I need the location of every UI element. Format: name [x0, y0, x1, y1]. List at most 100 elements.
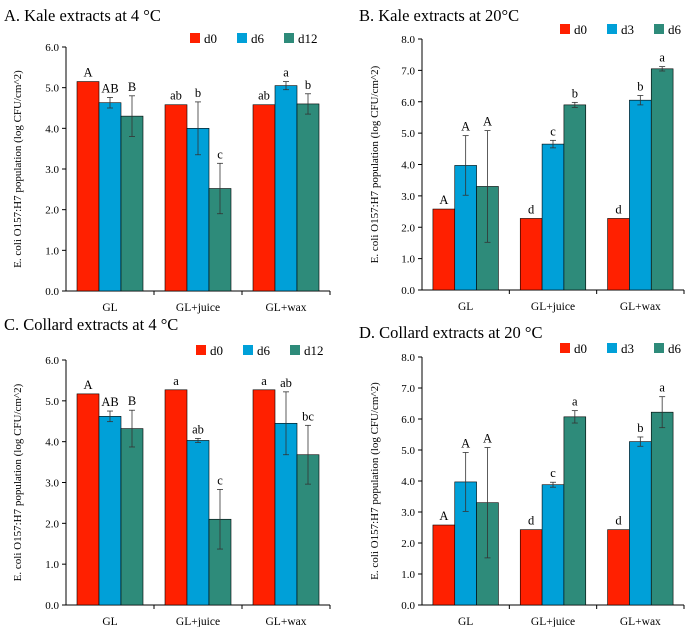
panel-b-y-tick-label: 5.0 — [401, 128, 415, 140]
panel-d-significance-label: A — [439, 509, 448, 523]
panel-b-y-tick-label: 7.0 — [401, 65, 415, 77]
panel-a-significance-label: b — [195, 86, 201, 100]
panel-a-significance-label: B — [128, 80, 136, 94]
panel-b-category-label: GL+wax — [620, 301, 661, 313]
panel-d-category-label: GL+juice — [531, 616, 575, 627]
plots-layer: E. coli O157:H7 population (log CFU/cm^2… — [12, 22, 685, 627]
panel-a-bar-d6 — [274, 85, 298, 292]
panel-b-y-tick-label: 1.0 — [401, 254, 415, 266]
panel-b-legend-label: d0 — [574, 22, 587, 37]
panel-d-y-axis-label: E. coli O157:H7 population (log CFU/cm^2… — [369, 382, 381, 580]
panel-b-bar-d0 — [607, 218, 630, 291]
panel-c-category-label: GL+juice — [176, 616, 220, 627]
panel-d-legend-label: d0 — [574, 341, 587, 356]
panel-d-title: D. Collard extracts at 20 °C — [359, 323, 542, 342]
panel-b-y-tick-label: 0.0 — [401, 285, 415, 297]
panel-c-bar-d0 — [76, 393, 100, 606]
panel-a-y-tick-label: 0.0 — [45, 286, 59, 298]
panel-b-y-tick-label: 2.0 — [401, 222, 415, 234]
panel-d-bar-d3 — [541, 484, 565, 606]
panel-c-bar-d6 — [98, 416, 122, 606]
panel-a-y-axis-label: E. coli O157:H7 population (log CFU/cm^2… — [12, 70, 24, 268]
panel-a-significance-label: a — [283, 66, 289, 80]
panel-d-y-tick-label: 2.0 — [401, 538, 415, 550]
panel-a-bar-d12 — [296, 103, 320, 292]
panel-b-bar-d0 — [519, 218, 543, 291]
panel-d-y-tick-label: 6.0 — [401, 414, 415, 426]
panel-c-legend-label: d12 — [304, 343, 324, 358]
panel-c-significance-label: c — [217, 473, 223, 487]
panel-a-legend-label: d6 — [251, 31, 265, 46]
panel-c-legend-label: d6 — [257, 343, 271, 358]
panel-a-y-tick-label: 6.0 — [45, 42, 59, 54]
panel-a-y-tick-label: 2.0 — [45, 205, 59, 217]
panel-c-significance-label: B — [128, 394, 136, 408]
panel-c-significance-label: a — [261, 374, 267, 388]
panel-d-significance-label: A — [483, 432, 492, 446]
panel-b-bar-d6 — [563, 104, 587, 291]
panel-c-y-tick-label: 5.0 — [45, 396, 59, 408]
panel-a-y-tick-label: 5.0 — [45, 83, 59, 95]
panel-d-significance-label: a — [659, 381, 665, 395]
panel-a-legend-swatch — [284, 33, 294, 43]
panel-b-significance-label: A — [483, 115, 492, 129]
panel-c-bar-d6 — [186, 440, 210, 606]
panel-b-significance-label: A — [439, 193, 448, 207]
panel-b-significance-label: a — [659, 51, 665, 65]
panel-d-legend-swatch — [560, 343, 570, 353]
panel-b-significance-label: b — [637, 79, 643, 93]
panel-d-bar-d0 — [432, 524, 456, 606]
panel-a-significance-label: b — [305, 78, 311, 92]
panel-b-bar-d0 — [432, 208, 456, 291]
panel-a-significance-label: ab — [170, 89, 182, 103]
panel-b-legend-swatch — [654, 24, 664, 34]
panel-d-y-tick-label: 1.0 — [401, 569, 415, 581]
panel-b-y-tick-label: 8.0 — [401, 34, 415, 46]
panel-d-significance-label: c — [550, 466, 556, 480]
panel-c-y-axis-label: E. coli O157:H7 population (log CFU/cm^2… — [12, 383, 24, 581]
panel-a-bar-d0 — [76, 81, 100, 292]
panel-d-bar-d3 — [629, 441, 652, 606]
panel-d-bar-d0 — [519, 529, 543, 606]
panel-a-bar-d6 — [98, 102, 122, 292]
panel-a-y-tick-label: 4.0 — [45, 123, 59, 135]
panel-d-legend-label: d6 — [668, 341, 682, 356]
panel-d-y-tick-label: 3.0 — [401, 507, 415, 519]
panel-a-significance-label: ab — [258, 89, 270, 103]
panel-b-y-axis-label: E. coli O157:H7 population (log CFU/cm^2… — [369, 65, 381, 263]
panel-d-bar-d6 — [650, 411, 674, 606]
panel-b-significance-label: d — [615, 202, 622, 216]
panel-b-bar-d6 — [650, 68, 674, 291]
panel-c-category-label: GL — [102, 616, 117, 627]
panel-d-category-label: GL — [458, 616, 473, 627]
panel-a-significance-label: c — [217, 147, 223, 161]
panel-b-category-label: GL — [458, 301, 473, 313]
panel-c-y-tick-label: 2.0 — [45, 518, 59, 530]
panel-b-y-tick-label: 6.0 — [401, 97, 415, 109]
panel-c-category-label: GL+wax — [266, 616, 307, 627]
panel-a-category-label: GL+wax — [266, 302, 307, 314]
panel-a-bar-d0 — [164, 104, 188, 292]
panel-a-bar-d12 — [120, 115, 144, 292]
panel-c-legend-swatch — [196, 345, 206, 355]
panel-d-y-tick-label: 8.0 — [401, 352, 415, 364]
panel-b-y-tick-label: 3.0 — [401, 191, 415, 203]
panel-d-category-label: GL+wax — [620, 616, 661, 627]
panel-b-significance-label: c — [550, 124, 556, 138]
panel-a-legend-label: d0 — [204, 31, 217, 46]
panel-c-y-tick-label: 1.0 — [45, 559, 59, 571]
panel-c-significance-label: a — [173, 374, 179, 388]
panel-c-y-tick-label: 6.0 — [45, 355, 59, 367]
panel-d-significance-label: b — [637, 421, 643, 435]
panel-c-significance-label: bc — [302, 409, 314, 423]
panel-d-legend-swatch — [607, 343, 617, 353]
panel-b-significance-label: A — [461, 120, 470, 134]
panel-c-significance-label: ab — [192, 422, 204, 436]
panel-c-significance-label: ab — [280, 376, 292, 390]
panel-a-title: A. Kale extracts at 4 °C — [4, 6, 161, 25]
panel-a-significance-label: A — [83, 66, 92, 80]
panel-b-title: B. Kale extracts at 20°C — [359, 6, 519, 25]
panel-d-legend-label: d3 — [621, 341, 634, 356]
panel-a-legend-swatch — [237, 33, 247, 43]
